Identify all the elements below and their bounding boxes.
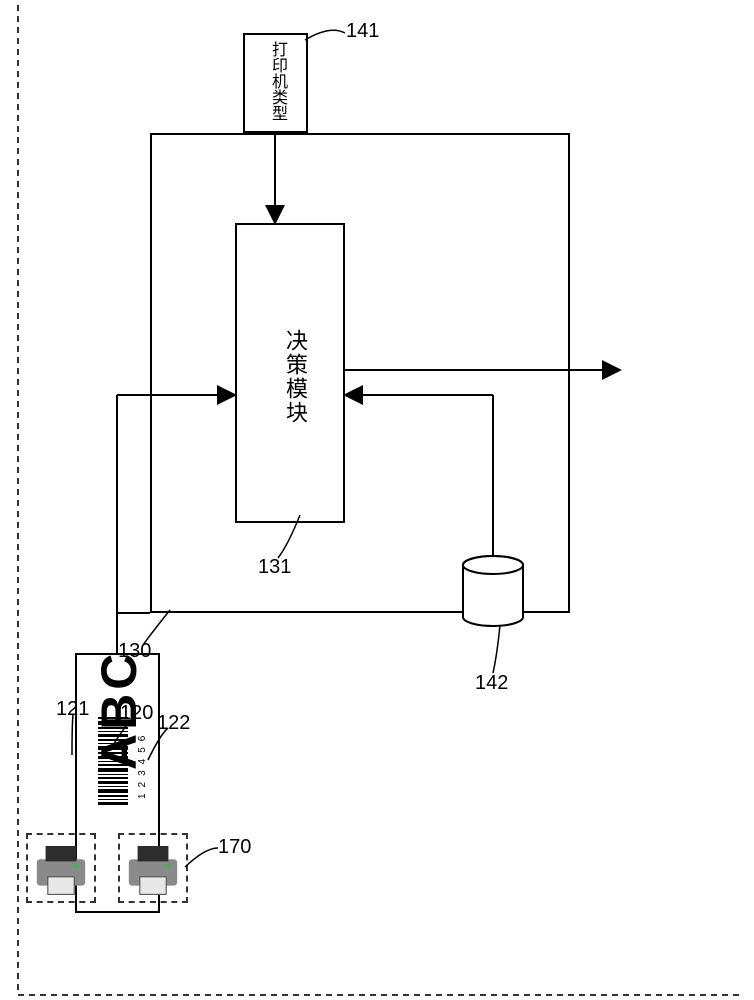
connectors <box>0 0 754 1000</box>
callout-120: 120 <box>120 702 153 725</box>
callout-141: 141 <box>346 20 379 43</box>
callout-142: 142 <box>475 672 508 695</box>
callout-130: 130 <box>118 640 151 663</box>
diagram-stage: 决策模块 打印机类型 ABC 123456 <box>0 0 754 1000</box>
callout-121: 121 <box>56 698 89 721</box>
callout-131: 131 <box>258 556 291 579</box>
callout-170: 170 <box>218 836 251 859</box>
callout-122: 122 <box>157 712 190 735</box>
